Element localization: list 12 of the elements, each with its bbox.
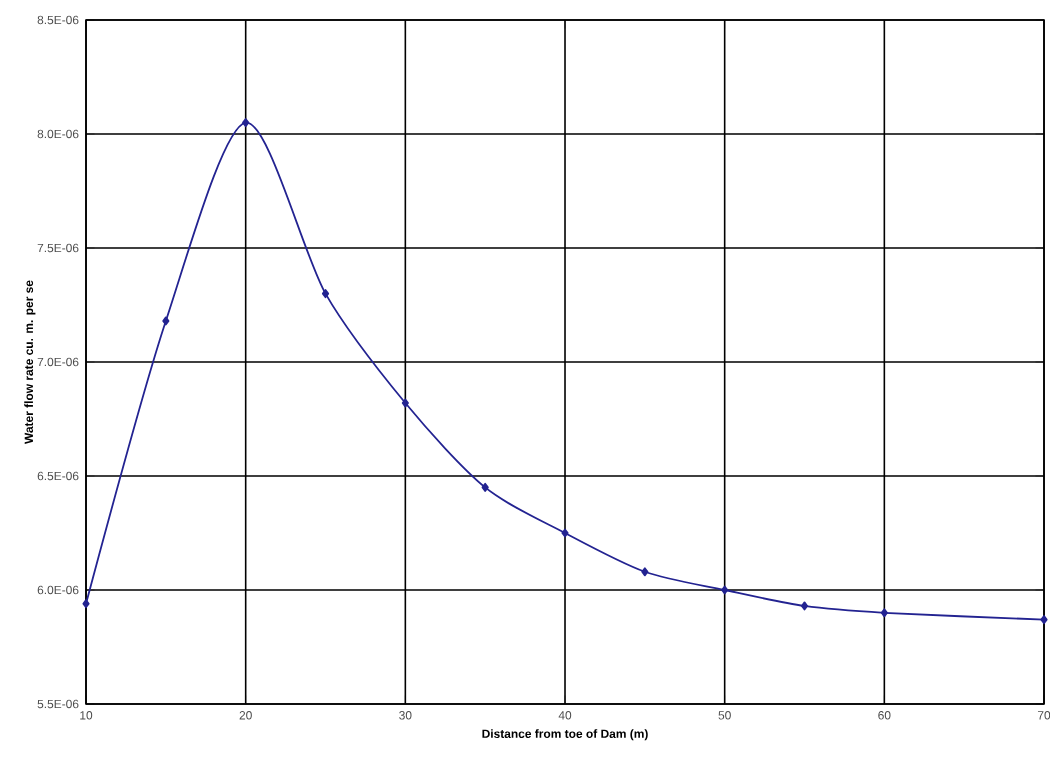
point (321, 289, 330, 299)
point (162, 316, 170, 326)
point (561, 528, 569, 538)
point (401, 398, 409, 408)
point (481, 482, 489, 492)
point (1040, 615, 1048, 625)
point (800, 601, 809, 611)
point (641, 567, 649, 577)
point (242, 118, 250, 128)
point (721, 585, 729, 595)
point (880, 608, 888, 618)
point (82, 599, 90, 609)
